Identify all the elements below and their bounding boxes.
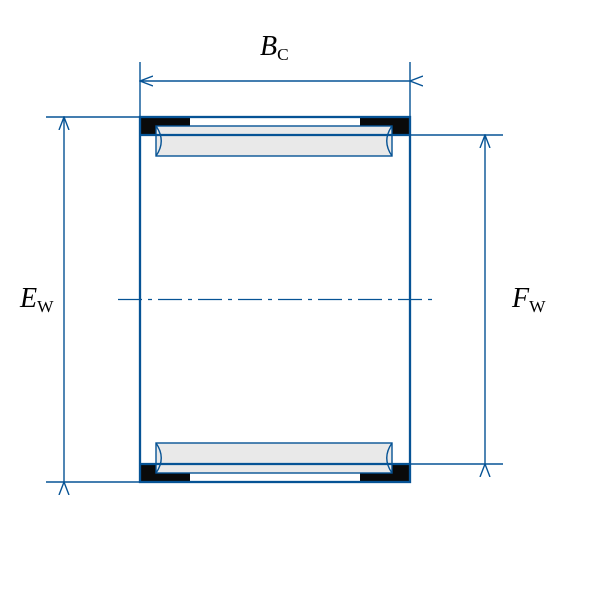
needle-roller xyxy=(156,126,392,156)
bearing-cross-section-diagram: BC EW FW xyxy=(0,0,600,600)
needle-roller xyxy=(156,443,392,473)
dim-label-bc: BC xyxy=(260,31,289,64)
dim-label-ew: EW xyxy=(19,283,54,316)
dim-label-fw: FW xyxy=(511,283,546,316)
